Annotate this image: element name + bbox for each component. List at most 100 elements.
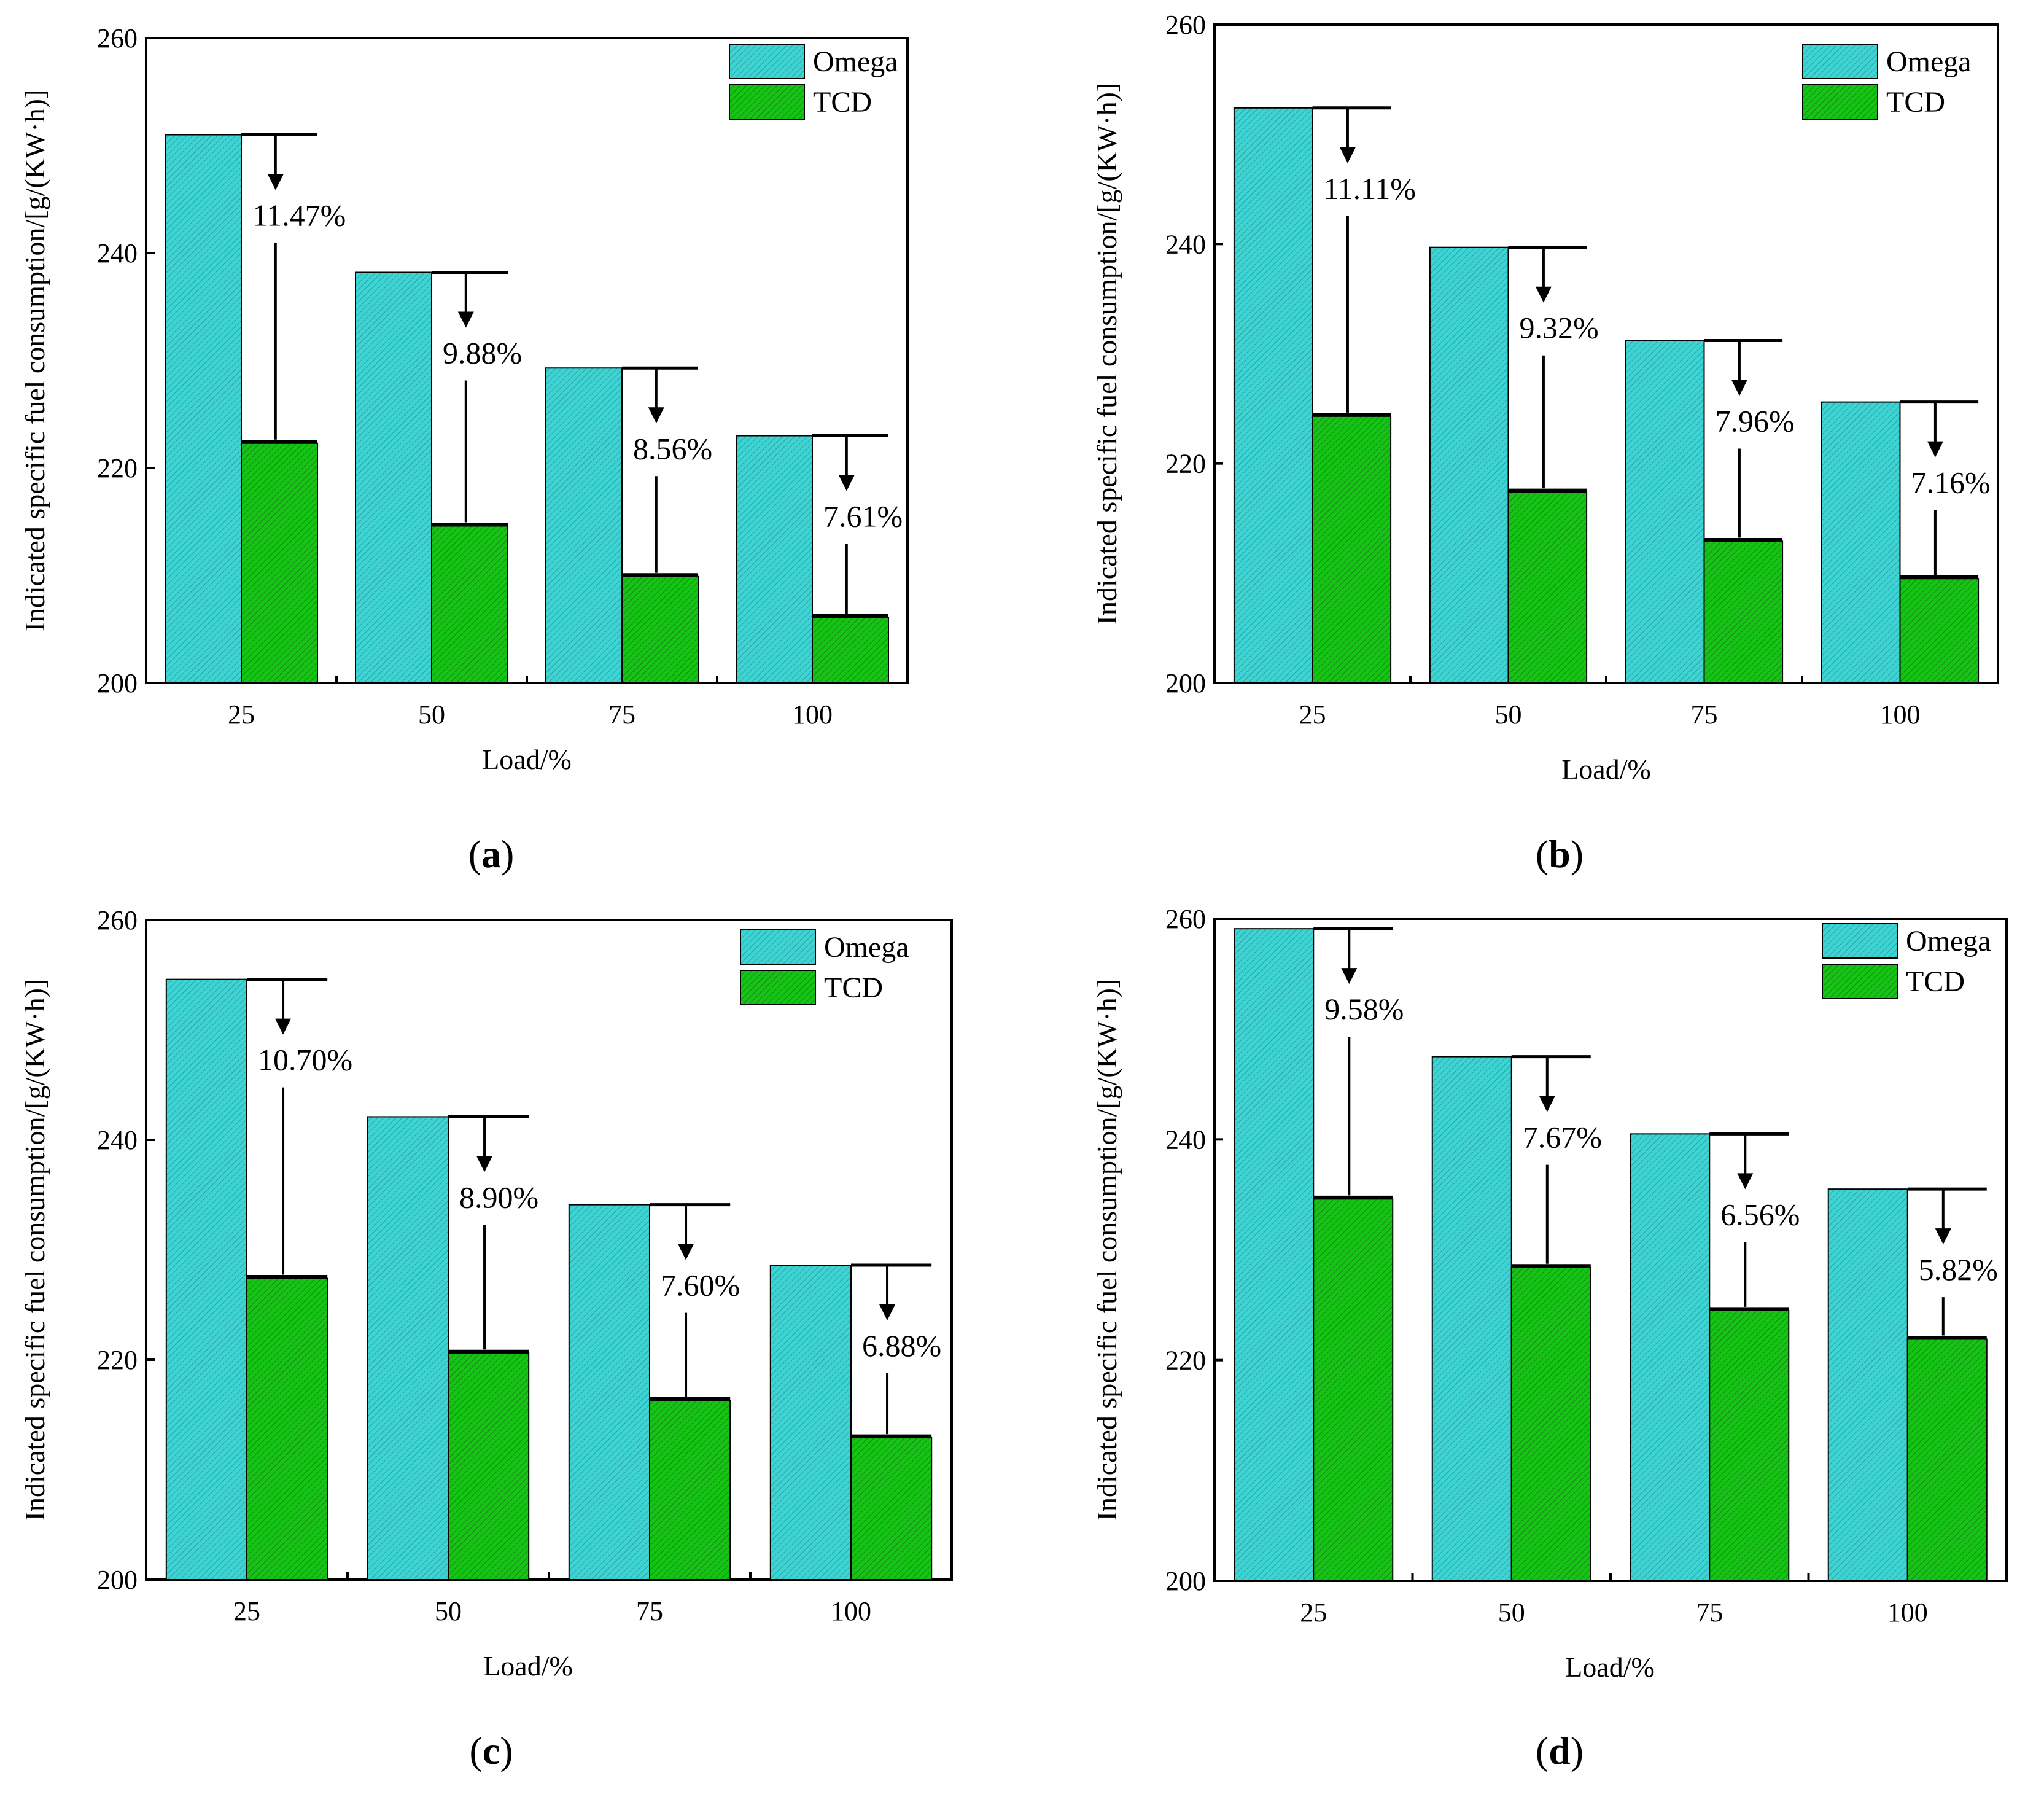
bar-omega (165, 134, 242, 684)
legend-swatch-omega (1822, 923, 1898, 959)
x-tick-label: 25 (1300, 1597, 1327, 1627)
bar-omega (1431, 1056, 1512, 1582)
bar-omega (1233, 107, 1313, 684)
panel-d: 9.58% 7.67% 6.56% 5.82% 200 220 240 260 25 50 75… (1091, 904, 2008, 1772)
bar-omega (769, 1265, 852, 1581)
annotations: 9.58% 7.67% 6.56% 5.82% (1313, 927, 1998, 1339)
percent-label: 9.88% (443, 336, 522, 370)
x-tick-label: 100 (831, 1596, 871, 1626)
bar-tcd (621, 575, 699, 684)
bar-tcd (1312, 415, 1392, 684)
legend-label-omega: Omega (813, 45, 898, 78)
arrow-head (879, 1304, 896, 1321)
arrow-head (457, 311, 474, 328)
percent-label: 7.67% (1523, 1120, 1602, 1155)
bar-omega (165, 978, 247, 1581)
arrow-head (1737, 1173, 1754, 1190)
x-axis-title: Load/% (483, 1650, 573, 1682)
x-axis-title: Load/% (1565, 1651, 1655, 1683)
annotations: 11.11% 9.32% 7.96% 7.16% (1312, 106, 1991, 579)
bars (165, 978, 933, 1581)
bar-omega (367, 1116, 449, 1581)
x-tick-label: 100 (1887, 1597, 1928, 1627)
x-tick-label: 75 (608, 700, 635, 730)
caption-letter: a (481, 832, 501, 876)
bar-omega (355, 271, 432, 684)
legend-swatch-omega (729, 44, 805, 79)
bar-tcd (1899, 578, 1980, 684)
bar-tcd (241, 442, 318, 684)
arrow-head (1731, 380, 1747, 396)
y-ticks: 200 220 240 260 (1165, 904, 1223, 1596)
x-axis-title: Load/% (1561, 754, 1651, 785)
arrow-head (678, 1244, 694, 1260)
percent-label: 11.47% (252, 198, 346, 233)
x-tick-label: 50 (418, 700, 445, 730)
y-tick-label: 240 (1165, 1125, 1206, 1155)
y-tick-label: 220 (97, 453, 138, 483)
x-tick-label: 50 (1495, 700, 1522, 730)
x-tick-label: 75 (636, 1596, 663, 1626)
bar-omega (1625, 340, 1705, 684)
legend-swatch-tcd (729, 84, 805, 120)
bar-tcd (1510, 1266, 1591, 1581)
legend-swatch-tcd (1822, 964, 1898, 999)
x-ticks: 25 50 75 100 (233, 1572, 953, 1626)
x-ticks: 25 50 75 100 (1299, 676, 1999, 730)
legend: Omega TCD (740, 929, 909, 1005)
bars (165, 134, 889, 684)
percent-label: 10.70% (258, 1043, 352, 1077)
bar-omega (1429, 246, 1509, 684)
bar-tcd (1709, 1309, 1790, 1581)
caption: (b) (1536, 832, 1584, 876)
bar-omega (1234, 928, 1315, 1581)
arrow-head (648, 407, 664, 424)
y-tick-label: 260 (1165, 10, 1206, 40)
bar-tcd (850, 1437, 933, 1581)
caption-letter: d (1549, 1729, 1571, 1772)
y-ticks: 200 220 240 260 (97, 905, 155, 1595)
caption: (c) (469, 1729, 513, 1772)
bar-omega (1827, 1188, 1908, 1581)
y-tick-label: 240 (97, 238, 138, 268)
legend-label-omega: Omega (1886, 45, 1972, 78)
arrow-head (838, 475, 855, 491)
x-ticks: 25 50 75 100 (1300, 1573, 2008, 1627)
y-ticks: 200 220 240 260 (1165, 10, 1223, 698)
x-tick-label: 25 (1299, 700, 1326, 730)
percent-label: 8.90% (459, 1180, 538, 1214)
y-tick-label: 200 (97, 668, 138, 698)
arrow-head (1341, 968, 1358, 984)
caption-letter: b (1549, 832, 1571, 876)
bar-tcd (448, 1352, 530, 1580)
arrow-head (1535, 286, 1552, 303)
percent-label: 6.88% (862, 1328, 941, 1363)
bars (1233, 107, 1980, 684)
y-tick-label: 240 (97, 1125, 138, 1155)
percent-label: 6.56% (1720, 1197, 1800, 1231)
y-tick-label: 220 (1165, 1346, 1206, 1376)
legend-label-tcd: TCD (813, 86, 872, 119)
annotations: 10.70% 8.90% 7.60% 6.88% (247, 978, 941, 1438)
y-axis-title: Indicated specific fuel consumption/[g/(… (19, 90, 50, 632)
arrow-head (1927, 441, 1943, 458)
panel-a: 11.47% 9.88% 8.56% 7.61% 200 220 240 260 25 50 7… (19, 23, 909, 876)
bar-tcd (1507, 491, 1588, 684)
y-axis-title: Indicated specific fuel consumption/[g/(… (19, 979, 50, 1521)
x-tick-label: 25 (233, 1596, 260, 1626)
percent-label: 7.96% (1716, 404, 1795, 439)
y-tick-label: 200 (1165, 668, 1206, 698)
y-tick-label: 220 (1165, 449, 1206, 479)
legend: Omega TCD (1822, 923, 1991, 999)
caption-letter: c (483, 1729, 500, 1772)
y-tick-label: 260 (1165, 904, 1206, 934)
arrow-head (1935, 1228, 1951, 1245)
bar-tcd (1313, 1198, 1394, 1582)
percent-label: 9.58% (1324, 992, 1404, 1026)
x-tick-label: 75 (1696, 1597, 1723, 1627)
bar-tcd (431, 525, 508, 684)
panel-c: 10.70% 8.90% 7.60% 6.88% 200 220 240 260 25 50 7… (19, 905, 953, 1772)
legend-swatch-omega (740, 929, 816, 965)
y-tick-label: 220 (97, 1345, 138, 1375)
